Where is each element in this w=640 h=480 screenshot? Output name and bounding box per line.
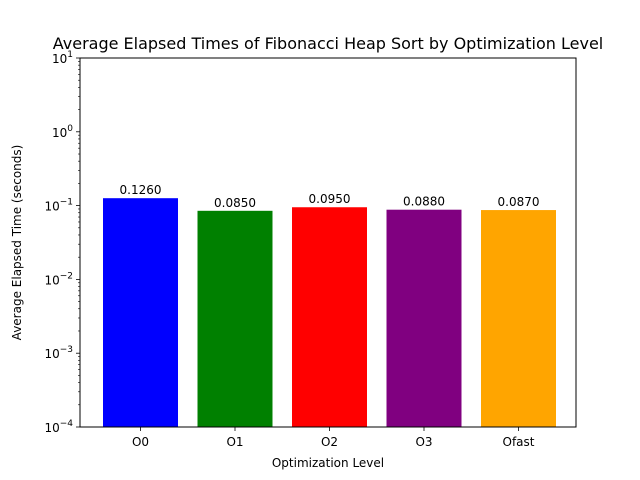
bar-value-label-o2: 0.0950 (309, 192, 351, 206)
bar-value-label-ofast: 0.0870 (498, 195, 540, 209)
bar-o0 (103, 198, 178, 427)
bar-value-label-o1: 0.0850 (214, 196, 256, 210)
bars-group (103, 198, 556, 427)
bar-o3 (386, 209, 462, 427)
y-tick-label: 101 (52, 50, 73, 66)
y-tick-label: 10−2 (44, 271, 73, 287)
y-axis-ticks: 10−4 10−3 10−2 10−1 100 101 (44, 50, 80, 435)
x-tick-label: O1 (226, 435, 243, 449)
bar-o2 (292, 207, 367, 427)
x-axis-label: Optimization Level (272, 456, 384, 470)
y-tick-label: 100 (52, 124, 73, 140)
y-axis-label: Average Elapsed Time (seconds) (10, 145, 24, 341)
chart-title: Average Elapsed Times of Fibonacci Heap … (53, 34, 604, 53)
plot-area-frame (79, 57, 577, 428)
y-tick-label: 10−3 (44, 345, 73, 361)
x-tick-label: O3 (415, 435, 432, 449)
y-tick-label: 10−4 (44, 419, 73, 435)
y-tick-label: 10−1 (44, 198, 73, 214)
bar-o1 (197, 210, 273, 427)
x-tick-label: Ofast (503, 435, 535, 449)
bar-ofast (481, 210, 556, 427)
bar-value-labels: 0.1260 0.0850 0.0950 0.0880 0.0870 (120, 183, 540, 210)
bar-value-label-o0: 0.1260 (120, 183, 162, 197)
x-tick-label: O2 (321, 435, 338, 449)
x-tick-label: O0 (132, 435, 149, 449)
bar-value-label-o3: 0.0880 (403, 195, 445, 209)
x-axis-ticks: O0 O1 O2 O3 Ofast (132, 427, 535, 449)
